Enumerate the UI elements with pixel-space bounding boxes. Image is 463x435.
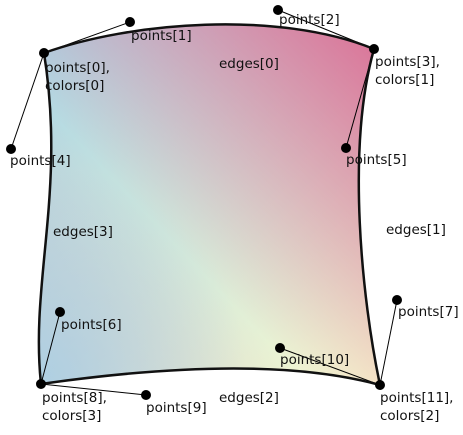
point-3[interactable] [369,44,379,54]
label-edges-3: edges[3] [53,224,113,240]
label-points-9: points[9] [146,400,207,416]
label-edges-0: edges[0] [219,56,279,72]
control-points [6,5,402,400]
label-colors-2: colors[2] [380,408,439,424]
point-8[interactable] [36,379,46,389]
label-colors-1: colors[1] [375,72,434,88]
handle-line-6 [40,311,61,385]
label-points-0: points[0], [45,60,110,76]
labels: points[0], colors[0] points[1] points[2]… [10,12,459,424]
label-colors-0: colors[0] [45,78,104,94]
point-7[interactable] [392,295,402,305]
edge-3 [37,52,53,385]
point-10[interactable] [275,343,285,353]
handle-line-10 [279,347,381,386]
point-4[interactable] [6,144,16,154]
point-11[interactable] [375,380,385,390]
handle-line-7 [379,299,398,386]
handle-line-4 [10,52,45,150]
handle-line-9 [40,383,147,396]
label-edges-1: edges[1] [386,222,446,238]
label-points-5: points[5] [346,152,407,168]
label-points-7: points[7] [398,304,459,320]
point-5[interactable] [341,143,351,153]
point-9[interactable] [141,390,151,400]
label-points-1: points[1] [131,28,192,44]
label-points-2: points[2] [279,12,340,28]
label-colors-3: colors[3] [42,408,101,424]
patch-fill [38,24,381,385]
label-points-4: points[4] [10,153,71,169]
edge-0 [43,23,375,55]
point-6[interactable] [55,307,65,317]
label-points-3: points[3], [375,54,440,70]
label-points-11: points[11], [380,390,453,406]
label-points-10: points[10] [280,352,349,368]
edge-1 [357,48,382,386]
point-0[interactable] [39,48,49,58]
label-points-6: points[6] [61,317,122,333]
point-1[interactable] [125,17,135,27]
patch-outline [37,23,382,387]
edge-2 [40,367,381,387]
label-points-8: points[8], [42,390,107,406]
label-edges-2: edges[2] [219,390,279,406]
point-2[interactable] [273,5,283,15]
